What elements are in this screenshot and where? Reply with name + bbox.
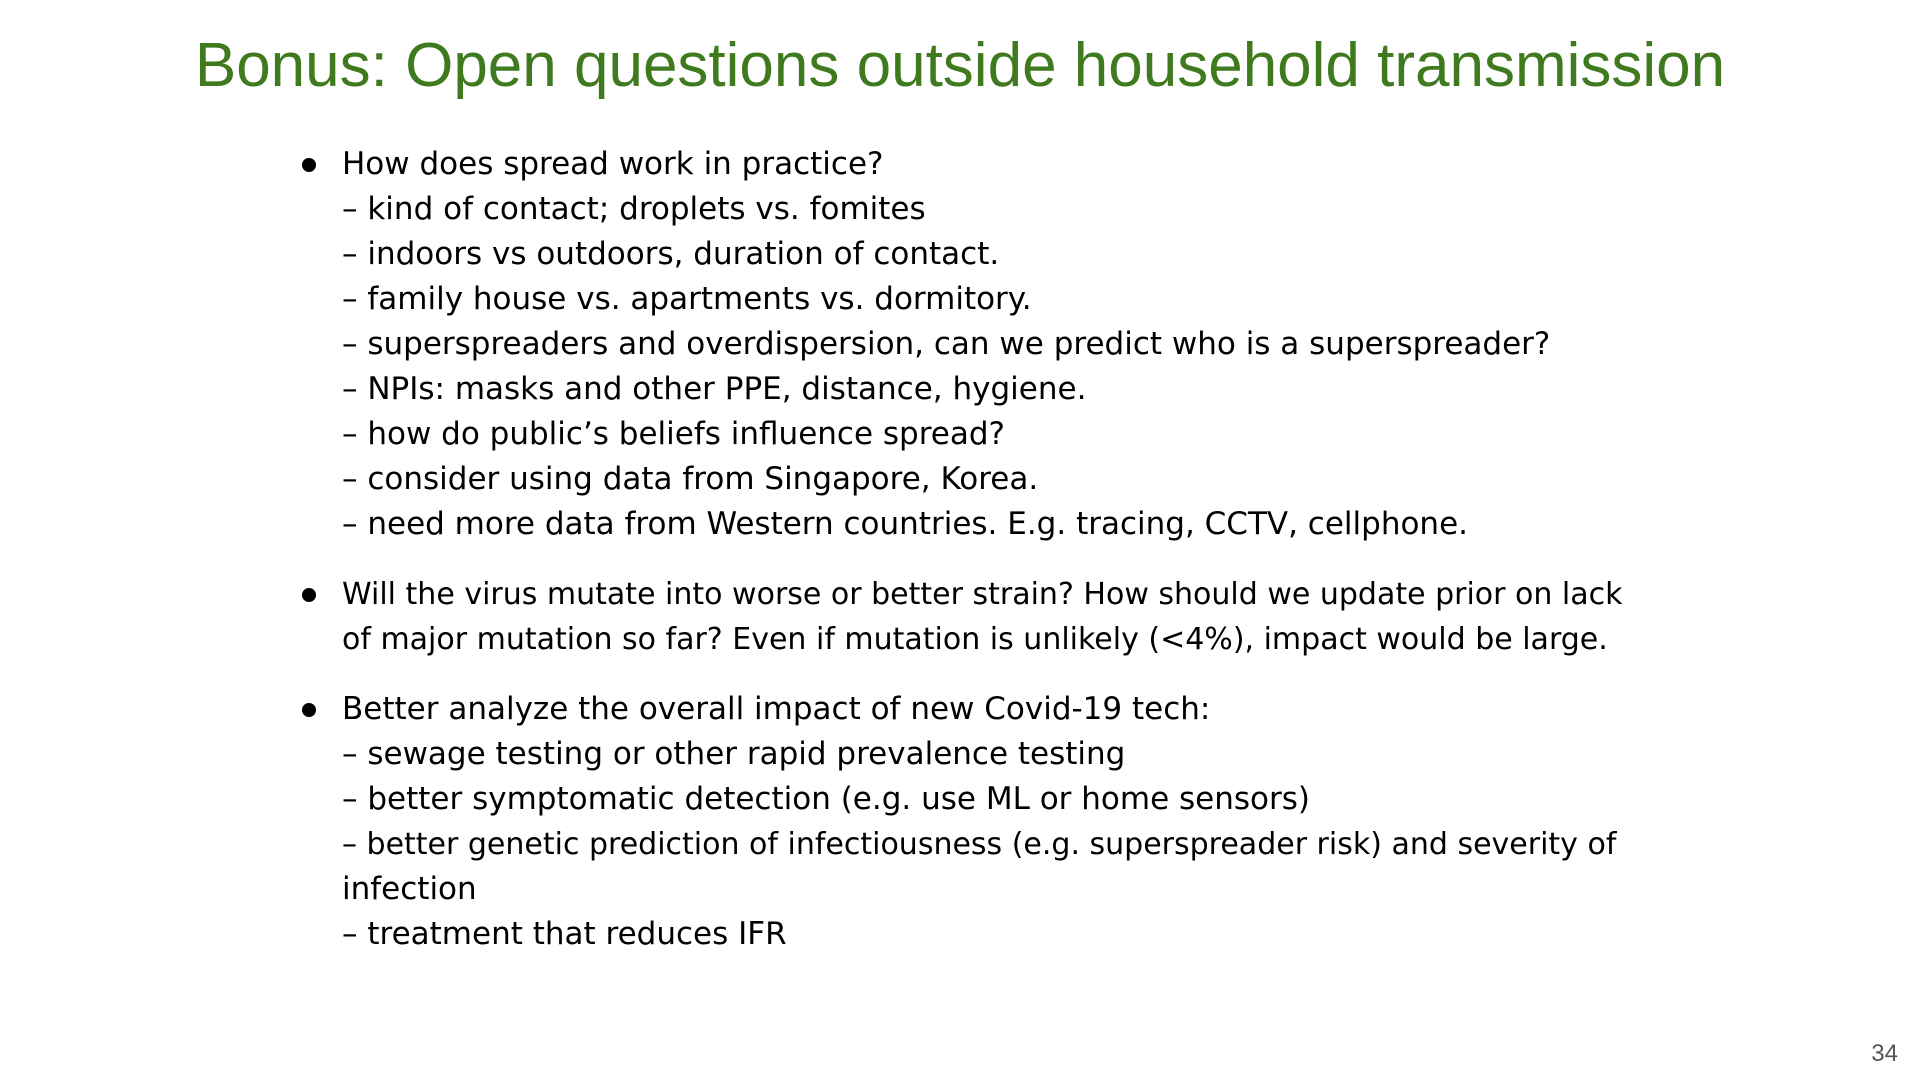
page-number: 34 [1871, 1040, 1898, 1067]
bullet-text: How does spread work in practice? [342, 146, 884, 182]
sub-item-text: – better symptomatic detection (e.g. use… [342, 781, 1310, 817]
bullet-dot-icon [302, 703, 316, 717]
sub-item-text: – indoors vs outdoors, duration of conta… [342, 236, 1000, 272]
sub-item-text: – need more data from Western countries.… [342, 506, 1469, 542]
bullet-item: Will the virus mutate into worse or bett… [300, 572, 1640, 662]
bullet-dot-icon [302, 158, 316, 172]
sub-item-text: – family house vs. apartments vs. dormit… [342, 281, 1032, 317]
slide-title: Bonus: Open questions outside household … [194, 31, 1726, 100]
sub-item-text: – treatment that reduces IFR [342, 916, 787, 952]
sub-item-text: – kind of contact; droplets vs. fomites [342, 191, 926, 227]
sub-item-text: – how do public’s beliefs influence spre… [342, 416, 1005, 452]
sub-item-text: – consider using data from Singapore, Ko… [342, 461, 1039, 497]
sub-item-text: – superspreaders and overdispersion, can… [342, 326, 1551, 362]
bullet-text-continued: of major mutation so far? Even if mutati… [342, 622, 1608, 657]
bullet-item: How does spread work in practice? – kind… [300, 142, 1640, 547]
bullet-text: Better analyze the overall impact of new… [342, 691, 1211, 727]
sub-item-text: – better genetic prediction of infectiou… [342, 827, 1617, 862]
bullet-text: Will the virus mutate into worse or bett… [342, 577, 1623, 612]
bullet-dot-icon [302, 588, 316, 602]
sub-item-text: – NPIs: masks and other PPE, distance, h… [342, 371, 1087, 407]
bullet-item: Better analyze the overall impact of new… [300, 687, 1640, 957]
sub-item-text: – sewage testing or other rapid prevalen… [342, 736, 1126, 772]
sub-item-text-continued: infection [342, 871, 477, 907]
bullet-list: How does spread work in practice? – kind… [300, 142, 1640, 982]
